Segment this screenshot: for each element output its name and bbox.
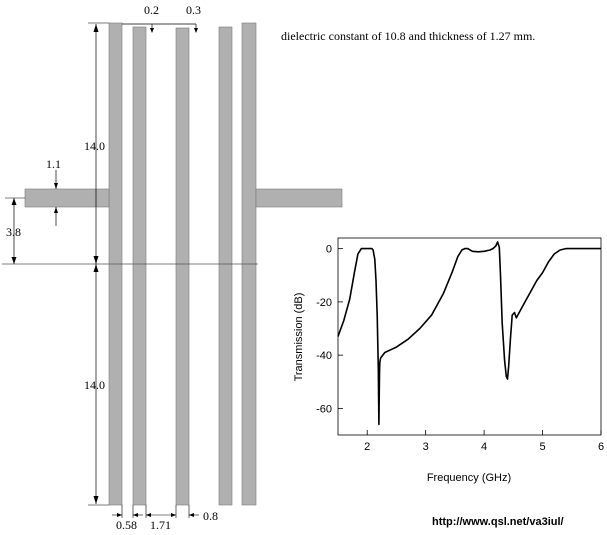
series-line-transmission bbox=[337, 241, 601, 426]
y-tick-label: -60 bbox=[316, 403, 332, 415]
x-tick-label: 4 bbox=[481, 441, 487, 453]
y-axis-label: Transmission (dB) bbox=[293, 293, 305, 382]
x-tick-label: 5 bbox=[539, 441, 545, 453]
y-axis: 0 -20 -40 -60 bbox=[316, 244, 343, 415]
dim-upper-length: 14.0 bbox=[84, 139, 105, 153]
x-tick-label: 6 bbox=[598, 441, 604, 453]
y-tick-label: -20 bbox=[316, 297, 332, 309]
footer-url[interactable]: http://www.qsl.net/va3iul/ bbox=[432, 516, 564, 528]
dim-feed-offset: 3.8 bbox=[6, 225, 21, 239]
output-feed-line bbox=[255, 188, 343, 208]
dim-bottom-3: 0.8 bbox=[203, 509, 218, 523]
x-axis-label: Frequency (GHz) bbox=[427, 472, 511, 484]
x-tick-label: 2 bbox=[364, 441, 370, 453]
resonator-strip-2 bbox=[132, 26, 147, 506]
x-axis: 2 3 4 5 6 bbox=[364, 430, 604, 453]
resonator-strip-4 bbox=[218, 26, 233, 506]
dim-lower-length: 14.0 bbox=[84, 378, 105, 392]
substrate-description: dielectric constant of 10.8 and thicknes… bbox=[281, 29, 535, 43]
dim-feed-width: 1.1 bbox=[46, 157, 61, 171]
y-tick-label: 0 bbox=[326, 244, 332, 256]
transmission-chart: 0 -20 -40 -60 2 3 4 5 6 Frequency (GHz) Transmi… bbox=[293, 237, 604, 484]
x-tick-label: 3 bbox=[423, 441, 429, 453]
dim-bottom-2: 1.71 bbox=[150, 518, 171, 532]
input-feed-line bbox=[24, 188, 110, 208]
filter-layout: 0.2 0.3 14.0 14.0 1.1 3.8 bbox=[2, 3, 343, 532]
dim-bottom-1: 0.58 bbox=[116, 518, 137, 532]
resonator-strip-3 bbox=[175, 27, 190, 506]
y-tick-label: -40 bbox=[316, 350, 332, 362]
dim-gap-top-2: 0.3 bbox=[186, 3, 201, 17]
dim-gap-top-1: 0.2 bbox=[144, 3, 159, 17]
